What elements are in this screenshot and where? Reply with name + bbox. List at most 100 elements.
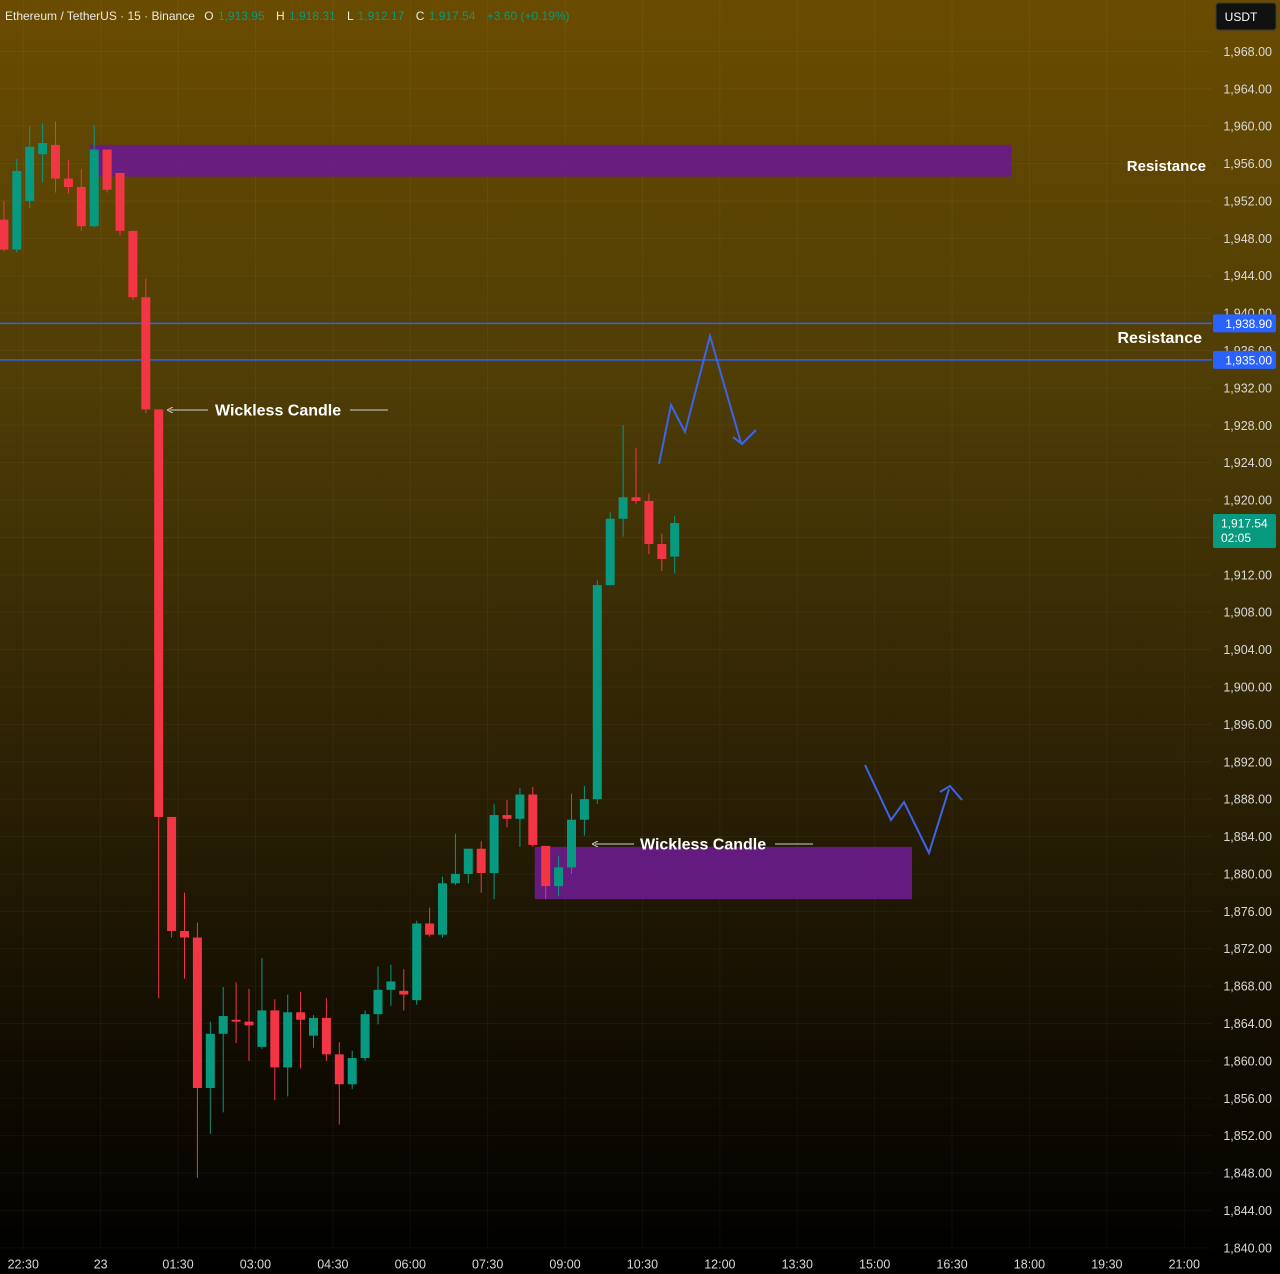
candle[interactable] — [605, 512, 615, 586]
candle[interactable] — [489, 803, 499, 900]
wickless-zone — [534, 846, 913, 900]
open-value: 1,913.95 — [218, 9, 265, 23]
candle[interactable] — [373, 966, 383, 1025]
candle[interactable] — [218, 987, 228, 1113]
candle-body — [489, 815, 499, 874]
candle-body — [670, 523, 680, 557]
candle[interactable] — [205, 1021, 215, 1134]
price-tick-label: 1,908.00 — [1223, 606, 1272, 620]
candle[interactable] — [450, 833, 460, 886]
candle[interactable] — [192, 922, 202, 1178]
candle-body — [51, 144, 60, 179]
badge-price-label: 1,935.00 — [1225, 353, 1272, 367]
time-tick-label: 16:30 — [936, 1258, 967, 1272]
resistance-label-top: Resistance — [1127, 158, 1206, 175]
candle-body — [644, 501, 654, 544]
candle[interactable] — [631, 447, 641, 504]
candle[interactable] — [386, 964, 396, 1006]
zones-layer — [89, 144, 1012, 900]
wickless-candle-label-1: Wickless Candle — [215, 403, 341, 420]
candle-body — [154, 409, 164, 817]
candle[interactable] — [12, 158, 22, 253]
candle[interactable] — [89, 125, 99, 228]
candle[interactable] — [296, 991, 306, 1069]
candle[interactable] — [283, 994, 293, 1097]
candle[interactable] — [321, 998, 331, 1061]
candle-body — [12, 171, 22, 250]
time-tick-label: 04:30 — [317, 1258, 348, 1272]
currency-badge[interactable]: USDT — [1215, 2, 1277, 31]
candle[interactable] — [360, 1010, 370, 1061]
candle[interactable] — [476, 841, 486, 893]
candle[interactable] — [541, 845, 551, 900]
candle[interactable] — [0, 200, 9, 252]
candle[interactable] — [567, 793, 576, 874]
candle[interactable] — [115, 172, 125, 236]
price-axis[interactable]: 1,968.00 1,964.00 1,960.00 1,956.00 1,952.00… — [1223, 45, 1272, 1255]
candle[interactable] — [657, 533, 667, 572]
candle[interactable] — [334, 1042, 344, 1125]
candle[interactable] — [244, 988, 254, 1061]
candle[interactable] — [257, 958, 267, 1049]
candle-body — [373, 989, 383, 1015]
candle[interactable] — [141, 278, 151, 414]
candle-body — [360, 1014, 370, 1059]
candle[interactable] — [51, 121, 60, 193]
candle[interactable] — [528, 787, 538, 847]
time-axis[interactable]: 22:30 23 01:30 03:00 04:30 06:00 07:30 09:00 10:… — [8, 1258, 1200, 1272]
time-tick-label: 21:00 — [1169, 1258, 1200, 1272]
candle[interactable] — [644, 493, 654, 555]
candle[interactable] — [25, 126, 35, 209]
candle-body — [657, 543, 667, 559]
candle-body — [0, 219, 9, 250]
candle-body — [554, 867, 564, 887]
candle-body — [309, 1017, 318, 1036]
candle-body — [321, 1017, 331, 1055]
price-tick-label: 1,932.00 — [1223, 381, 1272, 395]
candle[interactable] — [270, 999, 280, 1101]
price-line-badge: 1,938.90 — [1213, 314, 1276, 333]
candle[interactable] — [399, 969, 409, 1011]
candle[interactable] — [167, 816, 177, 938]
open-label: O — [204, 9, 213, 23]
time-tick-label: 12:00 — [704, 1258, 735, 1272]
bar-countdown-label: 02:05 — [1221, 531, 1251, 545]
candle[interactable] — [309, 1015, 318, 1048]
candle-body — [425, 923, 435, 935]
candle[interactable] — [618, 425, 628, 537]
candle-body — [605, 518, 615, 586]
candle[interactable] — [63, 159, 73, 194]
candle-body — [334, 1054, 344, 1085]
candle-body — [128, 230, 138, 298]
price-tick-label: 1,920.00 — [1223, 494, 1272, 508]
candle[interactable] — [670, 515, 680, 574]
candle[interactable] — [128, 230, 138, 301]
candle[interactable] — [154, 409, 164, 999]
candle[interactable] — [463, 848, 473, 884]
resistance-zone — [89, 144, 1012, 177]
candle[interactable] — [515, 787, 525, 847]
candle-body — [244, 1021, 254, 1026]
candle[interactable] — [38, 123, 48, 183]
candle[interactable] — [180, 892, 189, 979]
candle-body — [412, 923, 422, 1001]
candle[interactable] — [231, 982, 241, 1044]
projection-path-down — [864, 764, 950, 856]
candle[interactable] — [412, 920, 422, 1005]
close-label: C — [416, 9, 425, 23]
candle[interactable] — [579, 786, 589, 836]
candle[interactable] — [502, 800, 512, 828]
candle[interactable] — [347, 1050, 357, 1089]
candle[interactable] — [554, 856, 564, 897]
candle-body — [218, 1016, 228, 1034]
candle[interactable] — [425, 907, 435, 937]
candle[interactable] — [438, 876, 447, 938]
candle[interactable] — [102, 149, 112, 193]
price-tick-label: 1,960.00 — [1223, 120, 1272, 134]
time-tick-label: 15:00 — [859, 1258, 890, 1272]
candle[interactable] — [592, 580, 602, 804]
candle[interactable] — [76, 169, 86, 231]
